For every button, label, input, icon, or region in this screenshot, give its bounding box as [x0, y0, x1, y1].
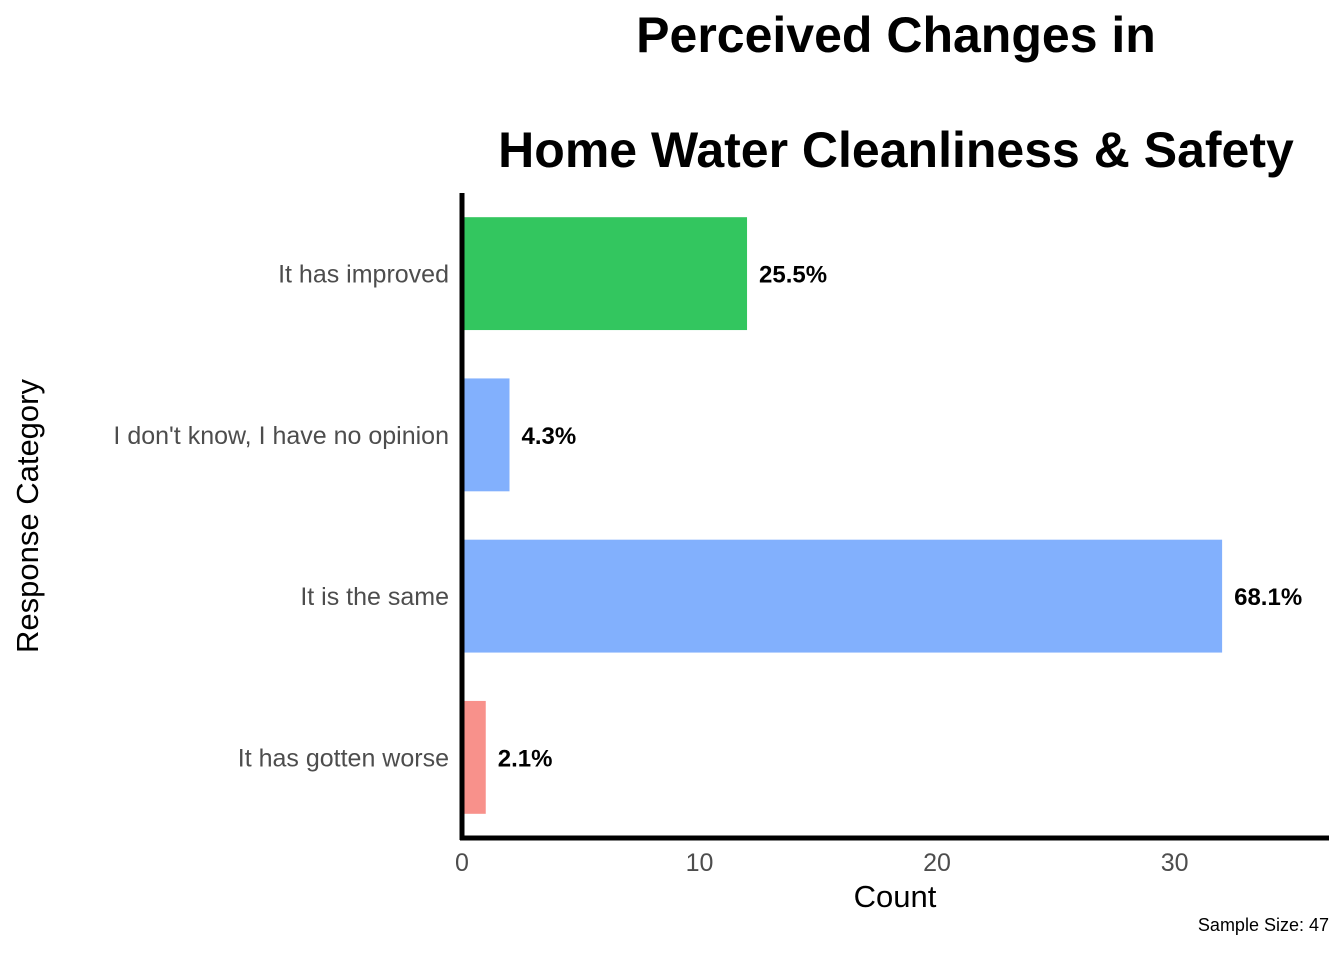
sample-size-caption: Sample Size: 47 — [1198, 915, 1329, 935]
bar-i-don-t-know-i-have-no-opinion — [462, 378, 510, 492]
x-tick-label: 20 — [923, 849, 951, 877]
data-label: 4.3% — [522, 423, 577, 450]
bar-it-has-gotten-worse — [462, 700, 486, 814]
x-axis-ticks: 0 10 20 30 — [455, 849, 1188, 877]
data-label: 25.5% — [759, 262, 827, 289]
bar-it-has-improved — [462, 217, 748, 331]
category-label: It has gotten worse — [238, 744, 449, 772]
data-labels: 25.5% 4.3% 68.1% 2.1% — [498, 262, 1302, 773]
category-label: It is the same — [300, 583, 449, 611]
bar-it-is-the-same — [462, 539, 1223, 653]
bars — [462, 217, 1223, 814]
x-tick-label: 0 — [455, 849, 469, 877]
category-labels: It has improved I don't know, I have no o… — [113, 261, 449, 773]
data-label: 68.1% — [1234, 584, 1302, 611]
category-label: I don't know, I have no opinion — [113, 422, 449, 450]
x-tick-label: 30 — [1161, 849, 1189, 877]
y-axis-title: Response Category — [10, 379, 45, 653]
chart-title-line-1: Perceived Changes in — [636, 7, 1156, 63]
chart-title-line-2: Home Water Cleanliness & Safety — [498, 122, 1294, 178]
x-tick-label: 10 — [686, 849, 714, 877]
category-label: It has improved — [278, 261, 449, 289]
x-axis-title: Count — [854, 879, 937, 914]
data-label: 2.1% — [498, 745, 553, 772]
chart-title: Perceived Changes in Home Water Cleanlin… — [498, 7, 1294, 178]
